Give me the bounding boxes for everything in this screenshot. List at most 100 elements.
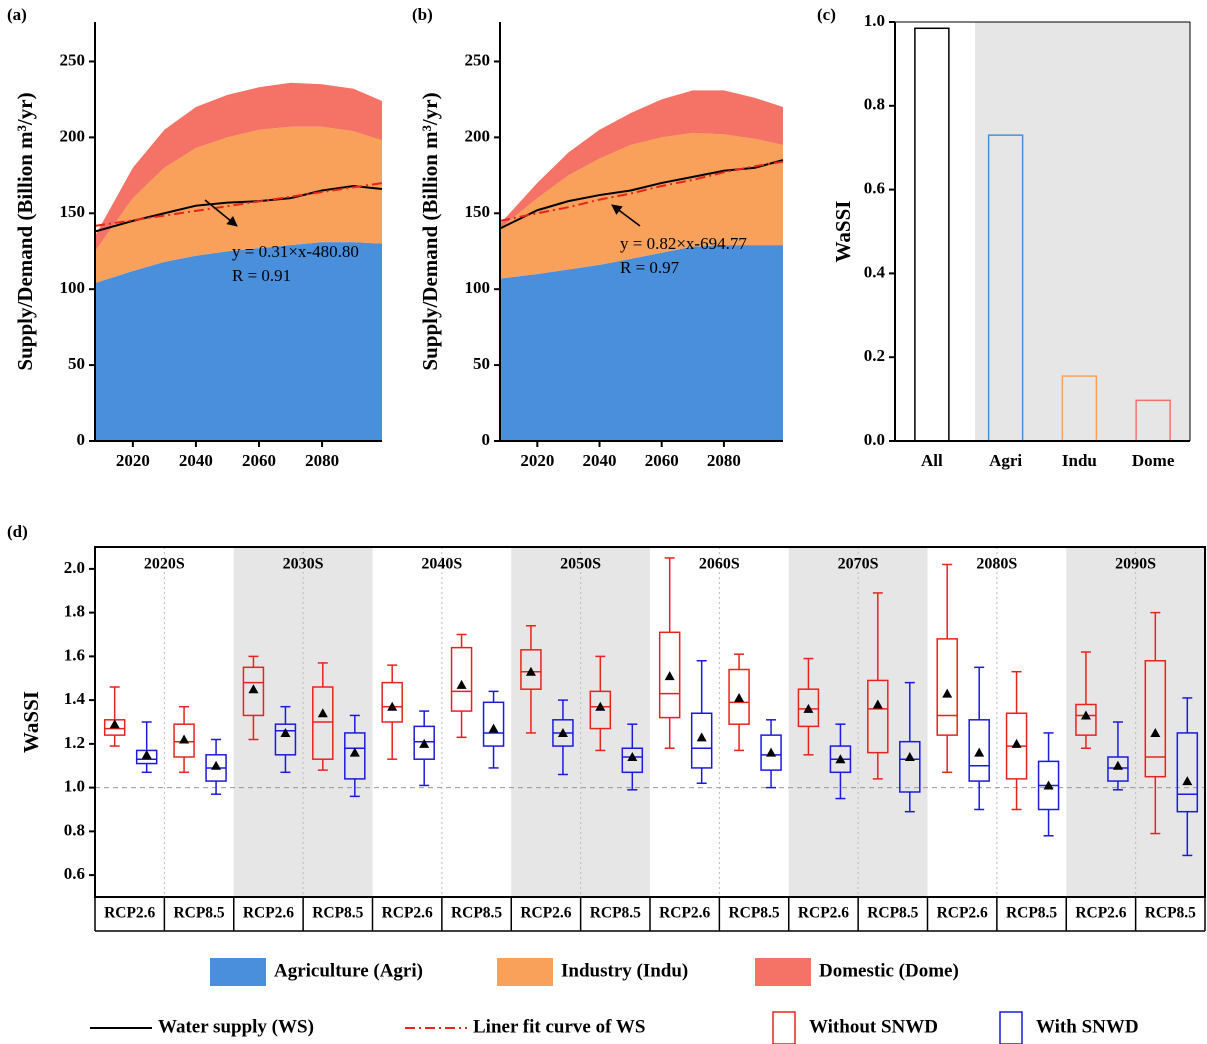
mean-marker bbox=[872, 699, 883, 709]
group-label: 2040S bbox=[421, 556, 462, 573]
y-tick-label: 0.6 bbox=[64, 864, 85, 883]
mean-marker bbox=[1080, 710, 1091, 720]
box bbox=[274, 723, 297, 756]
annotation: R = 0.91 bbox=[232, 266, 291, 285]
box bbox=[381, 681, 403, 723]
y-tick-label: 2.0 bbox=[64, 558, 85, 577]
mean-marker bbox=[1011, 738, 1022, 748]
legend-label: With SNWD bbox=[1036, 1016, 1139, 1037]
area bbox=[500, 245, 783, 441]
mean-marker bbox=[387, 701, 398, 711]
mean-marker bbox=[1182, 776, 1193, 786]
y-tick-label: 50 bbox=[473, 354, 490, 373]
mean-marker bbox=[317, 708, 328, 718]
mean-marker bbox=[109, 719, 120, 729]
mean-marker bbox=[627, 752, 638, 761]
box bbox=[760, 734, 782, 771]
y-tick-label: 250 bbox=[465, 50, 491, 69]
area bbox=[95, 242, 382, 441]
panel-label: (b) bbox=[412, 5, 433, 24]
group-label: 2070S bbox=[838, 556, 879, 573]
y-tick-label: 0.2 bbox=[864, 346, 885, 365]
arrow bbox=[611, 204, 641, 227]
box bbox=[1176, 732, 1199, 813]
legend-label: Domestic (Dome) bbox=[819, 960, 959, 981]
legend-label: Water supply (WS) bbox=[158, 1016, 314, 1037]
y-axis-label: WaSSI bbox=[831, 201, 855, 263]
legend-label: Agriculture (Agri) bbox=[274, 960, 423, 981]
mean-marker bbox=[835, 754, 846, 764]
arrow bbox=[204, 199, 238, 227]
mean-marker bbox=[696, 732, 707, 742]
mean-marker bbox=[141, 749, 152, 759]
legend-swatch bbox=[755, 958, 811, 986]
box bbox=[1075, 703, 1097, 736]
legend-swatch bbox=[497, 958, 553, 986]
x-tick-label: 2040 bbox=[583, 451, 617, 470]
legend-box bbox=[772, 1011, 796, 1044]
mean-marker bbox=[1112, 760, 1123, 770]
y-tick-label: 1.0 bbox=[864, 11, 885, 30]
annotation: y = 0.82×x-694.77 bbox=[620, 234, 747, 253]
group-label: 2080S bbox=[976, 556, 1017, 573]
mean-marker bbox=[664, 671, 675, 681]
y-axis-label: Supply/Demand (Billion m³/yr) bbox=[13, 92, 37, 370]
mean-marker bbox=[525, 666, 536, 676]
y-tick-label: 150 bbox=[465, 202, 491, 221]
area bbox=[95, 82, 382, 252]
legend-label: Without SNWD bbox=[809, 1016, 938, 1037]
group-label: 2050S bbox=[560, 556, 601, 573]
bar bbox=[914, 27, 950, 442]
box bbox=[1144, 660, 1167, 778]
mean-marker bbox=[349, 747, 360, 757]
x-tick-label: RCP8.5 bbox=[451, 905, 502, 922]
mean-marker bbox=[488, 723, 499, 733]
y-tick-label: 1.4 bbox=[64, 689, 86, 708]
y-tick-label: 0.4 bbox=[864, 262, 886, 281]
box bbox=[728, 668, 750, 725]
box bbox=[450, 646, 473, 712]
x-tick-label: RCP8.5 bbox=[1145, 905, 1196, 922]
x-tick-label: RCP2.6 bbox=[659, 905, 710, 922]
box bbox=[173, 723, 195, 758]
panel-label: (c) bbox=[817, 5, 836, 24]
mean-marker bbox=[974, 747, 985, 757]
mean-marker bbox=[595, 701, 606, 711]
box bbox=[589, 690, 612, 730]
box bbox=[899, 740, 921, 793]
y-tick-label: 0.0 bbox=[864, 430, 885, 449]
y-tick-label: 1.0 bbox=[64, 777, 85, 796]
y-tick-label: 200 bbox=[60, 126, 86, 145]
box bbox=[867, 679, 889, 754]
y-tick-label: 0 bbox=[77, 430, 86, 449]
x-tick-label: 2060 bbox=[242, 451, 276, 470]
x-tick-label: RCP8.5 bbox=[728, 905, 779, 922]
panel-label: (a) bbox=[7, 5, 27, 24]
x-tick-label: Indu bbox=[1062, 451, 1097, 470]
mean-marker bbox=[1150, 727, 1161, 737]
mean-marker bbox=[248, 684, 259, 694]
box bbox=[797, 688, 820, 728]
mean-marker bbox=[766, 747, 777, 757]
box bbox=[658, 631, 681, 719]
y-tick-label: 50 bbox=[68, 354, 85, 373]
x-tick-label: RCP2.6 bbox=[520, 905, 571, 922]
box bbox=[621, 747, 644, 774]
y-axis-label: Supply/Demand (Billion m³/yr) bbox=[418, 92, 442, 370]
y-tick-label: 1.2 bbox=[64, 733, 85, 752]
mean-marker bbox=[456, 679, 467, 689]
y-tick-label: 0.8 bbox=[64, 820, 85, 839]
x-tick-label: RCP2.6 bbox=[382, 905, 433, 922]
mean-marker bbox=[419, 738, 430, 748]
legend-label: Liner fit curve of WS bbox=[473, 1016, 645, 1037]
y-tick-label: 0.6 bbox=[864, 179, 885, 198]
x-tick-label: 2080 bbox=[305, 451, 339, 470]
y-tick-label: 1.8 bbox=[64, 602, 85, 621]
legend-box bbox=[999, 1011, 1023, 1044]
annotation: y = 0.31×x-480.80 bbox=[232, 242, 359, 261]
x-tick-label: RCP2.6 bbox=[104, 905, 155, 922]
box bbox=[968, 719, 990, 782]
mean-marker bbox=[1043, 780, 1054, 790]
y-tick-label: 0 bbox=[482, 430, 491, 449]
